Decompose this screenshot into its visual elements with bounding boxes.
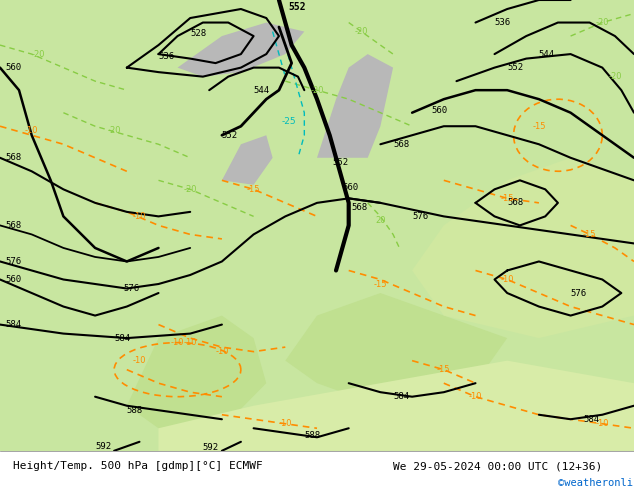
Text: -20: -20 (310, 86, 324, 95)
Text: -10: -10 (183, 338, 197, 347)
Polygon shape (178, 23, 304, 76)
Text: 568: 568 (5, 221, 21, 230)
Text: -20: -20 (354, 27, 368, 36)
Text: 568: 568 (507, 198, 523, 207)
Text: 588: 588 (127, 406, 143, 415)
Text: 584: 584 (393, 392, 409, 401)
Text: -10: -10 (215, 347, 229, 356)
Text: -10: -10 (133, 212, 146, 221)
Text: 588: 588 (304, 431, 320, 440)
Text: 536: 536 (495, 18, 510, 27)
Text: -10: -10 (469, 392, 482, 401)
Text: 552: 552 (222, 131, 238, 140)
Text: -15: -15 (373, 279, 387, 289)
Text: 552: 552 (507, 63, 523, 72)
Text: -10: -10 (278, 419, 292, 428)
Text: -15: -15 (583, 230, 597, 239)
Text: 560: 560 (342, 183, 358, 192)
Polygon shape (317, 54, 393, 158)
Text: -20: -20 (183, 185, 197, 194)
Text: -20: -20 (107, 126, 121, 135)
Text: 592: 592 (203, 442, 219, 452)
Text: 576: 576 (571, 289, 586, 297)
Text: 20: 20 (375, 217, 385, 225)
Text: 576: 576 (124, 284, 139, 293)
Text: -15: -15 (532, 122, 546, 131)
Polygon shape (285, 293, 507, 406)
Text: -15: -15 (437, 365, 451, 374)
Text: 576: 576 (412, 212, 428, 221)
Text: 552: 552 (333, 158, 349, 167)
Text: 552: 552 (288, 2, 306, 12)
Text: 568: 568 (5, 153, 21, 162)
Text: -10: -10 (133, 356, 146, 365)
Text: 544: 544 (539, 49, 555, 59)
Polygon shape (412, 158, 634, 338)
Text: -20: -20 (595, 18, 609, 27)
Text: ©weatheronline.co.uk: ©weatheronline.co.uk (558, 478, 634, 488)
Text: Height/Temp. 500 hPa [gdmp][°C] ECMWF: Height/Temp. 500 hPa [gdmp][°C] ECMWF (13, 462, 262, 471)
Polygon shape (127, 316, 266, 428)
Text: -15: -15 (500, 194, 514, 203)
Text: 568: 568 (393, 140, 409, 149)
Text: 560: 560 (5, 275, 21, 284)
Polygon shape (222, 135, 273, 185)
Text: 584: 584 (5, 320, 21, 329)
Text: 560: 560 (5, 63, 21, 72)
Text: -25: -25 (281, 117, 296, 126)
Text: 592: 592 (95, 442, 111, 451)
Text: 528: 528 (190, 29, 206, 38)
Text: 544: 544 (254, 86, 269, 95)
Text: 584: 584 (114, 334, 130, 343)
Text: -10: -10 (25, 126, 39, 135)
Text: 560: 560 (431, 106, 447, 115)
Text: -10: -10 (595, 419, 609, 428)
Text: We 29-05-2024 00:00 UTC (12+36): We 29-05-2024 00:00 UTC (12+36) (393, 462, 602, 471)
Text: 576: 576 (5, 257, 21, 266)
Text: 584: 584 (583, 415, 599, 424)
Text: -15: -15 (247, 185, 261, 194)
Text: -20: -20 (31, 49, 45, 59)
Text: -20: -20 (608, 72, 622, 81)
Text: -10: -10 (171, 338, 184, 347)
Text: 568: 568 (352, 203, 368, 212)
Polygon shape (0, 0, 634, 451)
Text: -10: -10 (500, 275, 514, 284)
Text: 536: 536 (158, 52, 174, 61)
Polygon shape (158, 361, 634, 451)
